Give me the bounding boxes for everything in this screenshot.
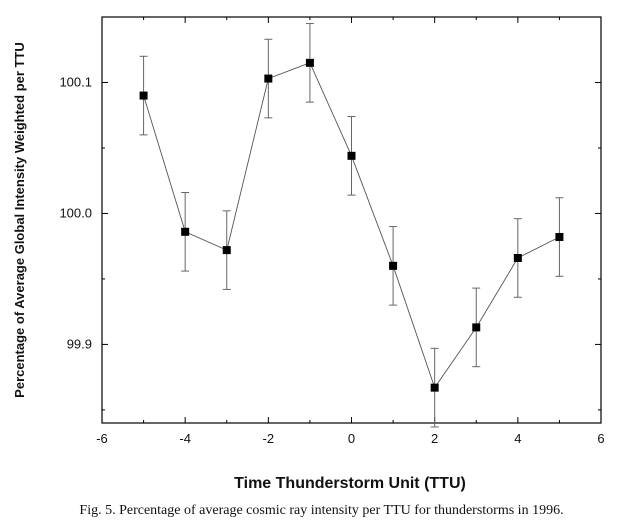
x-tick-label: 2 <box>431 431 438 446</box>
x-axis-title: Time Thunderstorm Unit (TTU) <box>234 475 466 492</box>
series-line <box>143 62 560 389</box>
data-point <box>513 253 522 262</box>
data-point <box>139 91 148 100</box>
plot-frame <box>101 16 602 424</box>
data-point <box>472 323 481 332</box>
x-tick-label: 4 <box>514 431 521 446</box>
data-point <box>264 74 273 83</box>
x-tick-label: -4 <box>179 431 191 446</box>
x-tick-label: 0 <box>348 431 355 446</box>
data-point <box>181 227 190 236</box>
data-point <box>305 58 314 67</box>
data-point <box>555 233 564 242</box>
x-tick-label: -2 <box>263 431 275 446</box>
data-point <box>222 246 231 255</box>
data-point <box>347 151 356 160</box>
data-point <box>389 261 398 270</box>
y-axis-title: Percentage of Average Global Intensity W… <box>12 42 27 398</box>
y-tick-label: 100.0 <box>59 205 92 220</box>
x-tick-label: 6 <box>597 431 604 446</box>
data-point <box>430 383 439 392</box>
y-tick-label: 99.9 <box>67 336 92 351</box>
figure-caption: Fig. 5. Percentage of average cosmic ray… <box>79 503 564 518</box>
x-tick-label: -6 <box>96 431 108 446</box>
y-tick-label: 100.1 <box>59 74 92 89</box>
